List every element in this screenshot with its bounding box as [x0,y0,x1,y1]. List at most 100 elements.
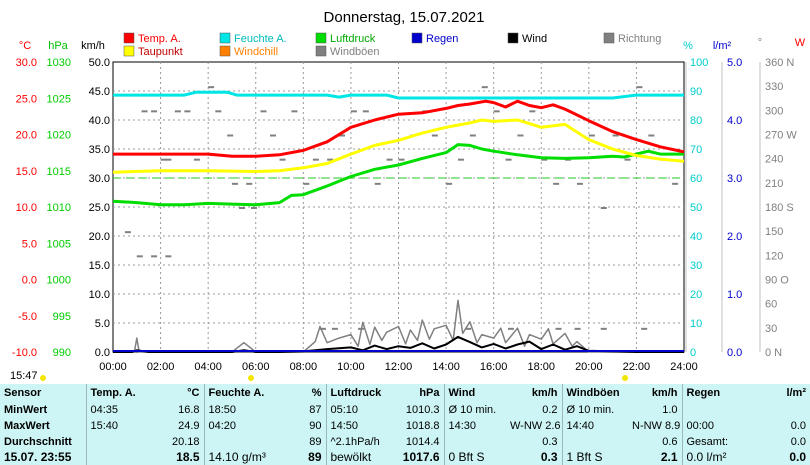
legend-label: Luftdruck [330,33,376,45]
direction-mark [303,182,310,185]
direction-mark [319,327,326,330]
legend-label: Temp. A. [138,33,181,45]
temp-tick-label: 10.0 [16,202,37,214]
hum-value: 89 [308,450,322,465]
direction-mark [386,158,393,161]
rain-time [681,402,746,419]
pressure-tick-label: 1030 [47,57,71,69]
chart-plot [112,90,685,353]
gust-time: 14:40 [561,418,628,434]
humidity-tick-label: 90 [690,86,702,98]
direction-tick-label: 90 O [765,275,789,287]
wind-time [443,433,506,450]
temp-time: 15:40 [85,418,142,434]
chart-grid [112,61,685,353]
direction-mark [431,134,438,137]
temp-tick-label: 5.0 [22,238,37,250]
temp-time [85,449,142,465]
direction-tick-label: 180 S [765,202,794,214]
humidity-tick-label: 100 [690,57,708,69]
sunset-marker [622,375,628,381]
wind-tick-label: 0.0 [95,347,110,359]
rain-unit: l/m² [786,387,806,400]
temp-time [85,433,142,450]
rain-value [746,403,810,419]
rain-tick-label: 2.0 [727,231,742,243]
x-tick-label: 06:00 [242,361,270,373]
rain-tick-label: 5.0 [727,57,742,69]
rain-value: 0.0 [790,435,806,448]
legend-label: Feuchte A. [234,33,287,45]
unit-label: W [795,37,806,49]
wind-tick-label: 5.0 [95,318,110,330]
x-tick-label: 16:00 [480,361,508,373]
pressure-tick-label: 1015 [47,166,71,178]
humidity-tick-label: 20 [690,289,702,301]
legend-swatch [411,32,423,44]
row-label: MaxWert [4,420,50,433]
legend-label: Wind [522,33,547,45]
temp-value: 24.9 [178,420,200,433]
legend-swatch [219,45,231,57]
stats-row-min: MinWert 04:35 16.8 18:50 87 05:10 1010.3… [0,402,810,419]
temp-value: 16.8 [178,404,200,417]
temp-tick-label: 25.0 [16,93,37,105]
humidity-tick-label: 10 [690,318,702,330]
direction-tick-label: 120 [765,250,783,262]
press-value: 1018.8 [405,420,440,433]
humidity-tick-label: 60 [690,173,702,185]
time-axis-strip: 15:47 [0,370,810,384]
wind-bft: 0 Bft S [443,449,506,465]
gust-value: 2.1 [660,450,678,465]
pressure-tick-label: 1005 [47,238,71,250]
legend-swatch [315,32,327,44]
abs-humidity: 14.10 g/m³ [203,449,268,465]
bottom-time-label: 15:47 [10,370,38,382]
series-line-feuchte-a [113,90,684,100]
legend-swatch [603,32,615,44]
direction-mark [457,158,464,161]
x-tick-label: 14:00 [432,361,460,373]
hum-value: 90 [309,420,322,433]
gust-header: Windböen [561,384,628,403]
direction-mark [600,207,607,209]
press-header: Luftdruck [325,384,392,403]
stats-row-avg: Durchschnitt 20.18 89 ^2.1hPa/h 1014.4 0… [0,433,810,450]
weather-chart: Donnerstag, 15.07.2021 Temp. A. Feuchte A… [12,9,806,373]
direction-mark [398,158,405,161]
direction-tick-label: 60 [765,299,777,311]
rain-header: Regen [681,384,746,403]
temp-tick-label: 20.0 [16,130,37,142]
direction-mark [339,134,346,137]
humidity-tick-label: 50 [690,202,702,214]
hum-time: 18:50 [203,402,268,419]
unit-label: °C [19,40,31,52]
legend-label: Regen [426,33,458,45]
row-label: 15.07. 23:55 [4,450,72,465]
x-tick-label: 24:00 [670,361,698,373]
direction-tick-label: 360 N [765,57,794,69]
wind-tick-label: 50.0 [89,57,110,69]
direction-mark [141,110,148,113]
unit-label: % [683,40,693,52]
legend-swatch [123,32,135,44]
direction-mark [350,110,357,113]
x-tick-label: 22:00 [623,361,651,373]
sunrise-marker [248,375,254,381]
direction-mark [574,327,581,330]
direction-mark [374,182,381,185]
direction-mark [174,110,181,113]
x-tick-label: 10:00 [337,361,365,373]
hum-time [203,433,268,450]
direction-mark [541,158,548,161]
humidity-tick-label: 70 [690,144,702,156]
direction-mark [124,231,131,234]
temp-tick-label: -10.0 [12,347,37,359]
direction-mark [600,327,607,330]
direction-mark [529,110,536,113]
pressure-tick-label: 1025 [47,93,71,105]
press-trend: ^2.1hPa/h [325,433,392,450]
direction-mark [279,158,286,161]
temp-unit: °C [187,387,200,400]
forecast-text: bewölkt [325,449,392,465]
